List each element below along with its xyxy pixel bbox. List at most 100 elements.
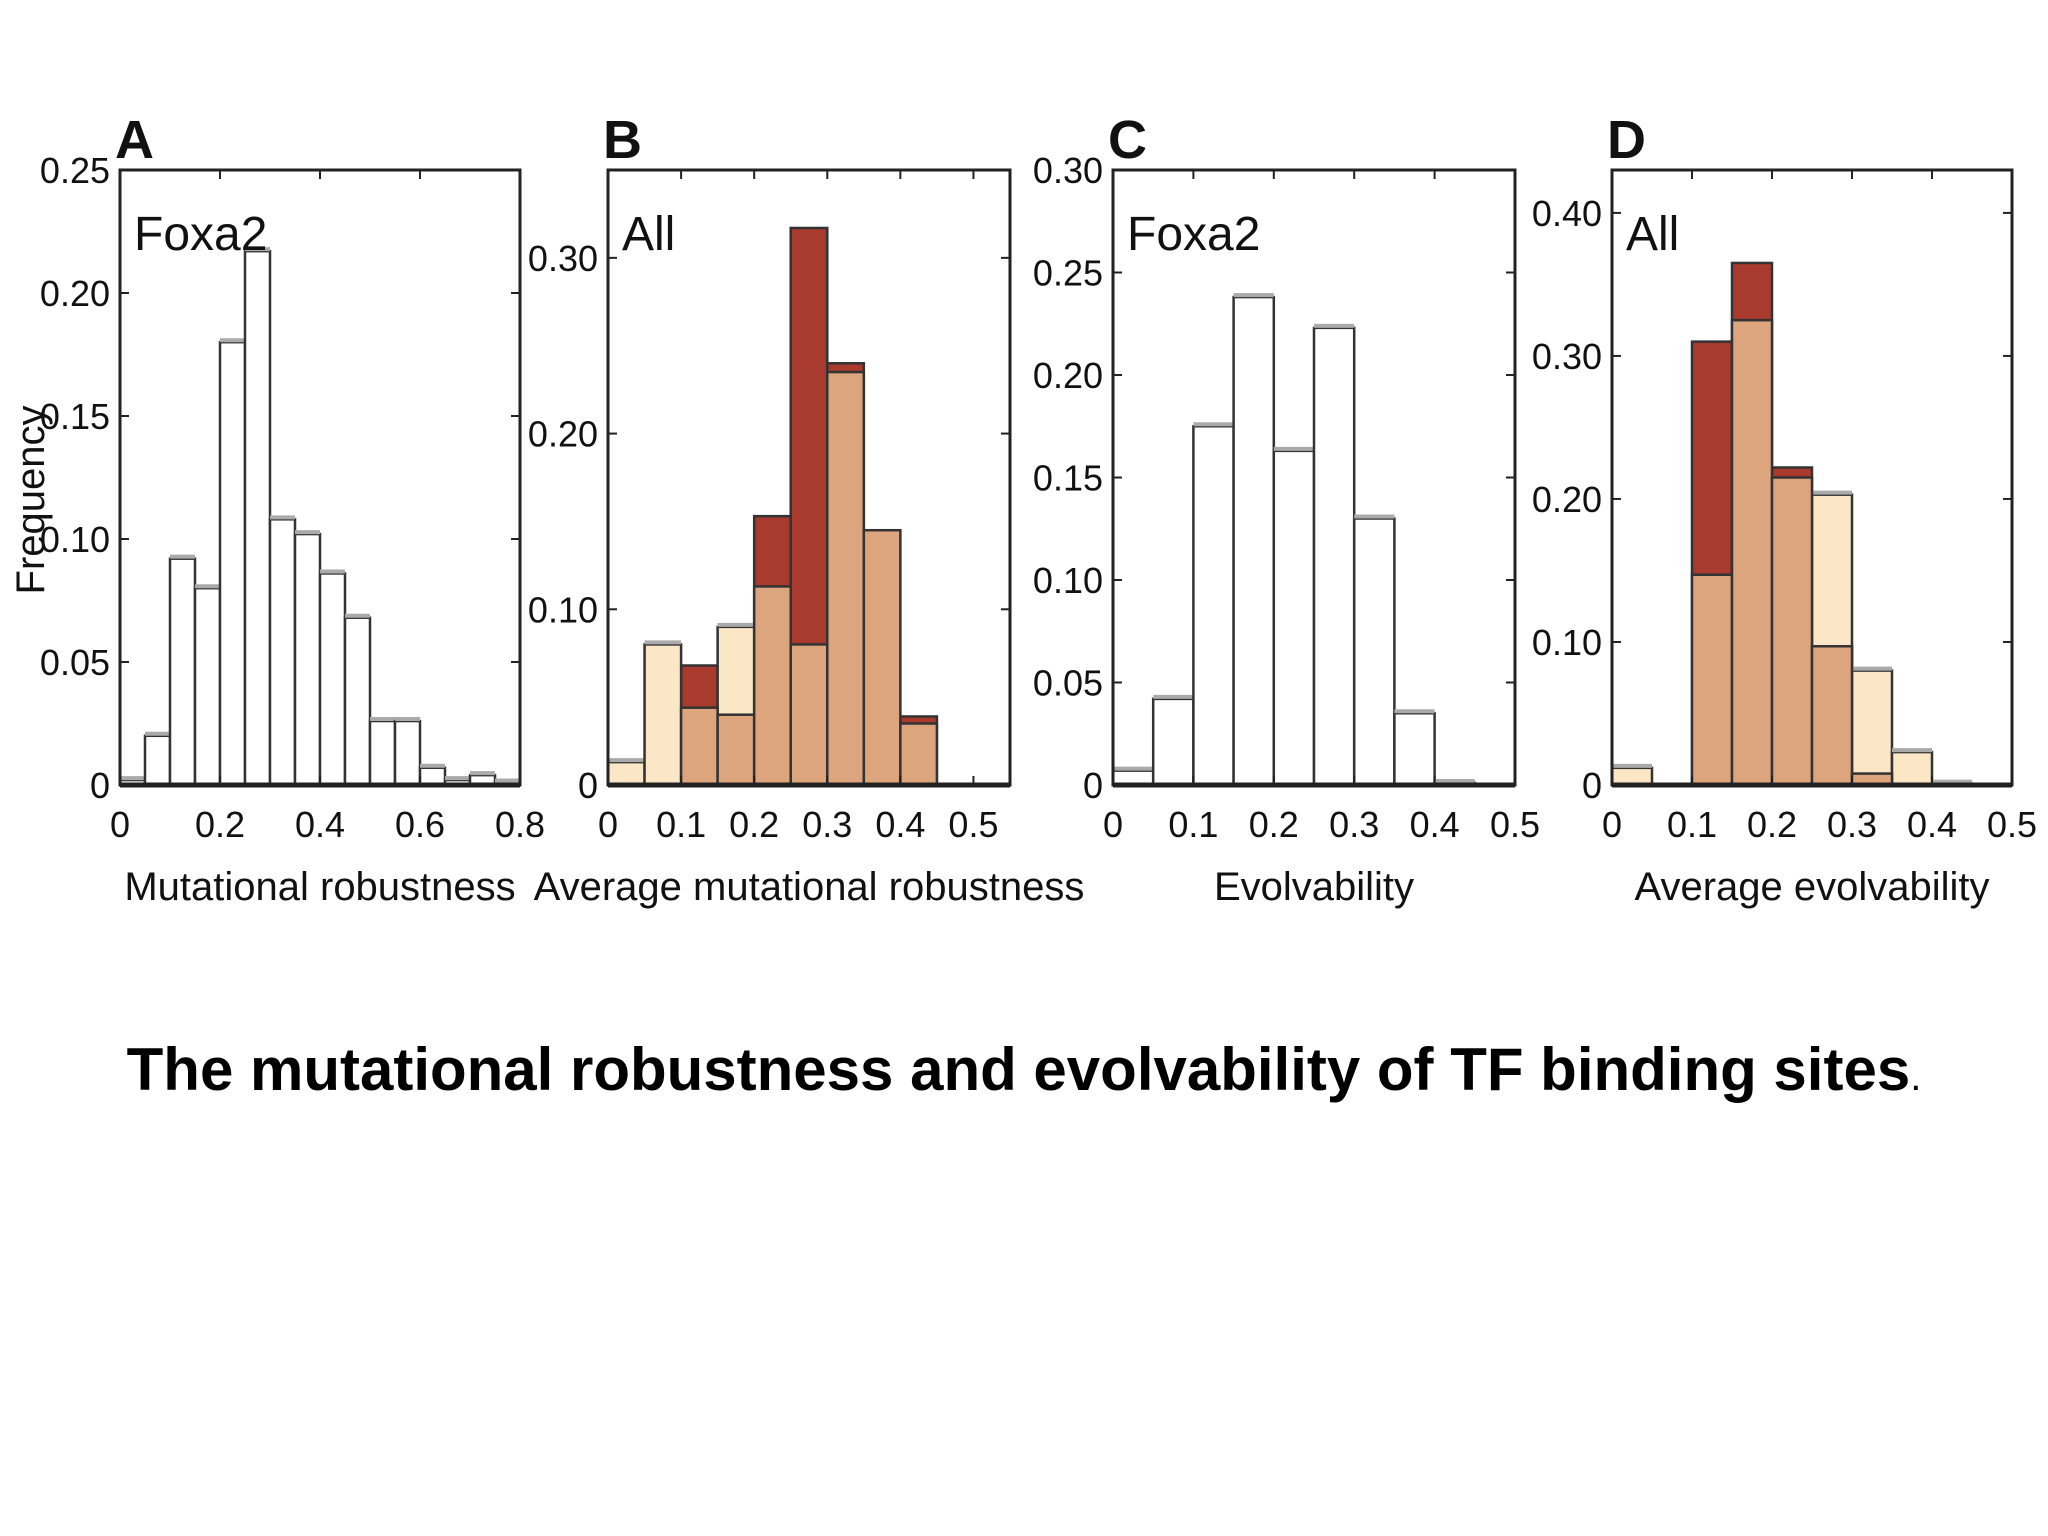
x-tick-label: 0.1 [656, 804, 706, 845]
bar [318, 572, 347, 787]
x-tick-label: 0.5 [948, 804, 998, 845]
x-axis-label: Mutational robustness [124, 865, 515, 909]
bar-overlap [789, 643, 829, 787]
panel-letter: A [115, 110, 154, 170]
bar [343, 616, 372, 787]
bar-overlap [752, 585, 792, 787]
x-axis-label: Average evolvability [1634, 865, 1989, 909]
y-tick-label: 0.10 [40, 519, 110, 560]
caption-period: . [1910, 1055, 1922, 1099]
y-tick-label: 0.10 [1033, 560, 1103, 601]
bar-overlap [862, 528, 902, 787]
bar [1312, 326, 1356, 787]
y-tick-label: 0.40 [1532, 193, 1602, 234]
x-tick-label: 0 [1602, 804, 1622, 845]
x-tick-label: 0.2 [729, 804, 779, 845]
x-tick-label: 0.5 [1987, 804, 2037, 845]
x-tick-label: 0.8 [495, 804, 545, 845]
x-axis-label: Average mutational robustness [534, 865, 1085, 909]
panel-inset-label: All [622, 208, 675, 261]
x-tick-label: 0.4 [295, 804, 345, 845]
x-tick-label: 0.2 [195, 804, 245, 845]
bar-cream [606, 760, 646, 787]
bar [1151, 697, 1195, 787]
panel-inset-label: All [1626, 208, 1679, 261]
bar-overlap [899, 722, 939, 787]
x-tick-label: 0.4 [875, 804, 925, 845]
x-tick-label: 0.4 [1410, 804, 1460, 845]
y-tick-label: 0.30 [1532, 336, 1602, 377]
bar [1272, 449, 1316, 787]
y-tick-label: 0.20 [1532, 479, 1602, 520]
x-tick-label: 0 [1103, 804, 1123, 845]
y-tick-label: 0 [1083, 765, 1103, 806]
bar [268, 518, 297, 787]
x-tick-label: 0.6 [395, 804, 445, 845]
x-tick-label: 0.5 [1490, 804, 1540, 845]
x-tick-label: 0.3 [802, 804, 852, 845]
bar [1192, 425, 1235, 787]
figure-caption: The mutational robustness and evolvabili… [0, 1035, 2048, 1104]
bar-overlap [716, 713, 756, 787]
y-tick-label: 0.10 [1532, 622, 1602, 663]
bar [368, 719, 397, 787]
y-tick-label: 0.30 [1033, 150, 1103, 191]
bar [218, 340, 247, 787]
y-tick-label: 0.10 [528, 589, 598, 630]
frequency-axis-label: Frequency [9, 406, 53, 595]
bar [418, 766, 447, 787]
y-tick-label: 0.20 [40, 273, 110, 314]
y-tick-label: 0.20 [528, 414, 598, 455]
bar-cream [1850, 669, 1894, 787]
panel-inset-label: Foxa2 [134, 208, 267, 261]
y-tick-label: 0.15 [1033, 458, 1103, 499]
x-tick-label: 0 [110, 804, 130, 845]
y-tick-label: 0 [578, 765, 598, 806]
y-tick-label: 0.15 [40, 396, 110, 437]
panel-letter: B [603, 110, 642, 170]
x-tick-label: 0.2 [1249, 804, 1299, 845]
panel-c: 0 0.05 0.10 0.15 0.20 0.25 0.30 0 0.1 0.2 0.3 0.4 0.… [1033, 110, 1540, 909]
bar [293, 532, 322, 787]
panel-inset-label: Foxa2 [1127, 208, 1260, 261]
bar [243, 249, 272, 787]
bar [393, 719, 422, 787]
y-tick-label: 0.30 [528, 238, 598, 279]
figure: Frequency 00.050.100.150.200.250 0.2 0.4 0.… [9, 110, 2037, 909]
caption-text: The mutational robustness and evolvabili… [126, 1036, 1911, 1103]
panel-d: 0 0.10 0.20 0.30 0.40 0 0.1 0.2 0.3 0.4 0.5 Average… [1532, 110, 2037, 909]
bar-overlap [679, 706, 719, 787]
panel-letter: C [1108, 110, 1147, 170]
x-tick-label: 0.3 [1827, 804, 1877, 845]
y-tick-label: 0.25 [40, 150, 110, 191]
bar [1393, 712, 1436, 787]
bar [143, 734, 172, 787]
x-tick-label: 0 [598, 804, 618, 845]
bar-cream [643, 643, 683, 787]
bar-overlap [1730, 318, 1774, 787]
x-tick-label: 0.4 [1907, 804, 1957, 845]
y-tick-label: 0.05 [1033, 663, 1103, 704]
y-tick-label: 0.20 [1033, 355, 1103, 396]
x-tick-label: 0.2 [1747, 804, 1797, 845]
panel-letter: D [1607, 110, 1646, 170]
panel-b: 0 0.10 0.20 0.30 0 0.1 0.2 0.3 0.4 0.5 Average mut… [528, 110, 1084, 909]
bar [1232, 295, 1276, 787]
y-tick-label: 0.25 [1033, 253, 1103, 294]
bar-overlap [1810, 645, 1854, 787]
bar-overlap [1770, 476, 1814, 787]
bar [168, 557, 197, 787]
y-tick-label: 0 [1582, 765, 1602, 806]
x-tick-label: 0.1 [1168, 804, 1218, 845]
x-tick-label: 0.1 [1667, 804, 1717, 845]
y-tick-label: 0.05 [40, 642, 110, 683]
bar [1352, 517, 1396, 787]
x-axis-label: Evolvability [1214, 865, 1414, 909]
bar-overlap [1690, 573, 1734, 787]
x-tick-label: 0.3 [1329, 804, 1379, 845]
bar-overlap [826, 370, 866, 787]
panel-a: 0 0.05 0.10 0.15 0.20 0.25 0 0.2 0.4 0.6 0.8 Mutati… [40, 110, 545, 909]
bar [193, 586, 222, 787]
bar-cream [1610, 766, 1654, 787]
bar-cream [1890, 750, 1934, 787]
